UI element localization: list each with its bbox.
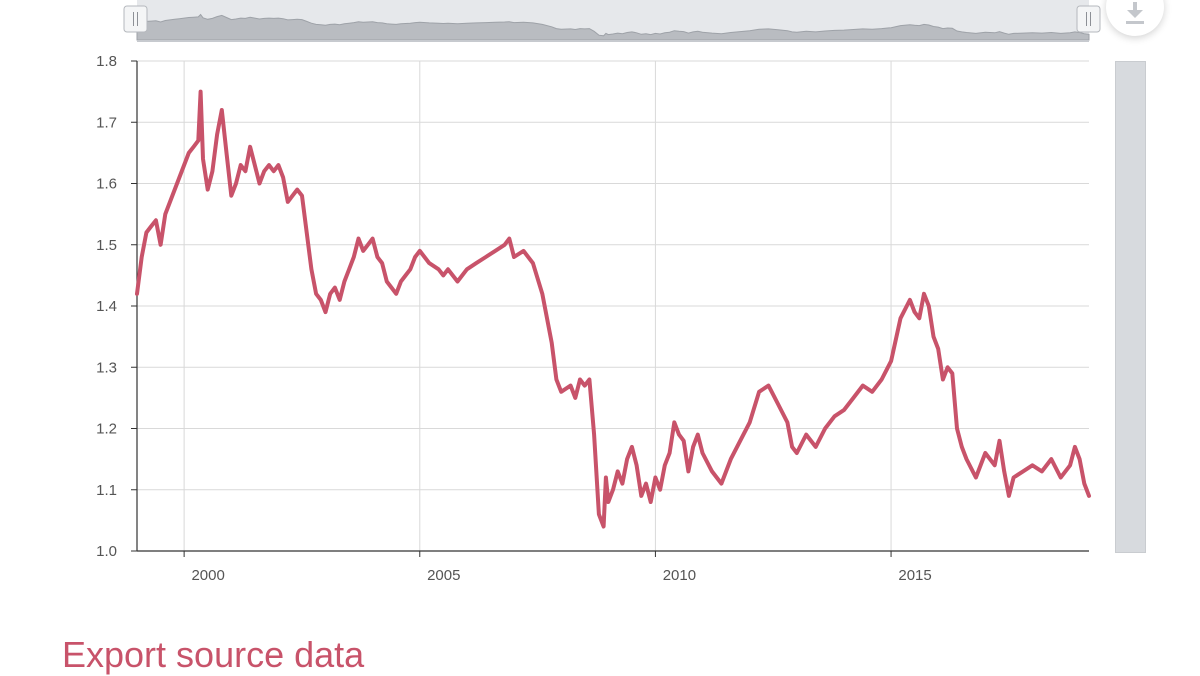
y-tick-label: 1.0 xyxy=(96,543,117,560)
y-tick-label: 1.2 xyxy=(96,421,117,438)
y-tick-label: 1.5 xyxy=(96,237,117,254)
download-arrow-icon xyxy=(1126,2,1144,24)
x-tick-label: 2005 xyxy=(427,567,460,584)
y-tick-label: 1.7 xyxy=(96,114,117,131)
navigator-area xyxy=(136,13,1090,41)
y-tick-label: 1.1 xyxy=(96,482,117,499)
y-tick-label: 1.8 xyxy=(96,53,117,70)
navigator-right-handle[interactable] xyxy=(1076,5,1101,33)
y-tick-label: 1.3 xyxy=(96,359,117,376)
navigator-left-handle[interactable] xyxy=(123,5,148,33)
vertical-scrollbar[interactable] xyxy=(1115,61,1146,553)
series-line xyxy=(135,89,1091,529)
x-tick-label: 2000 xyxy=(191,567,224,584)
range-navigator[interactable] xyxy=(0,0,1200,50)
line-chart: 1.0 1.1 1.2 1.3 1.4 1.5 1.6 1.7 1.8 2000 2005 2010 2… xyxy=(96,53,1091,584)
x-tick-label: 2015 xyxy=(898,567,931,584)
y-tick-label: 1.6 xyxy=(96,176,117,193)
x-tick-label: 2010 xyxy=(663,567,696,584)
y-tick-label: 1.4 xyxy=(96,298,117,315)
export-source-data-link[interactable]: Export source data xyxy=(62,634,365,675)
